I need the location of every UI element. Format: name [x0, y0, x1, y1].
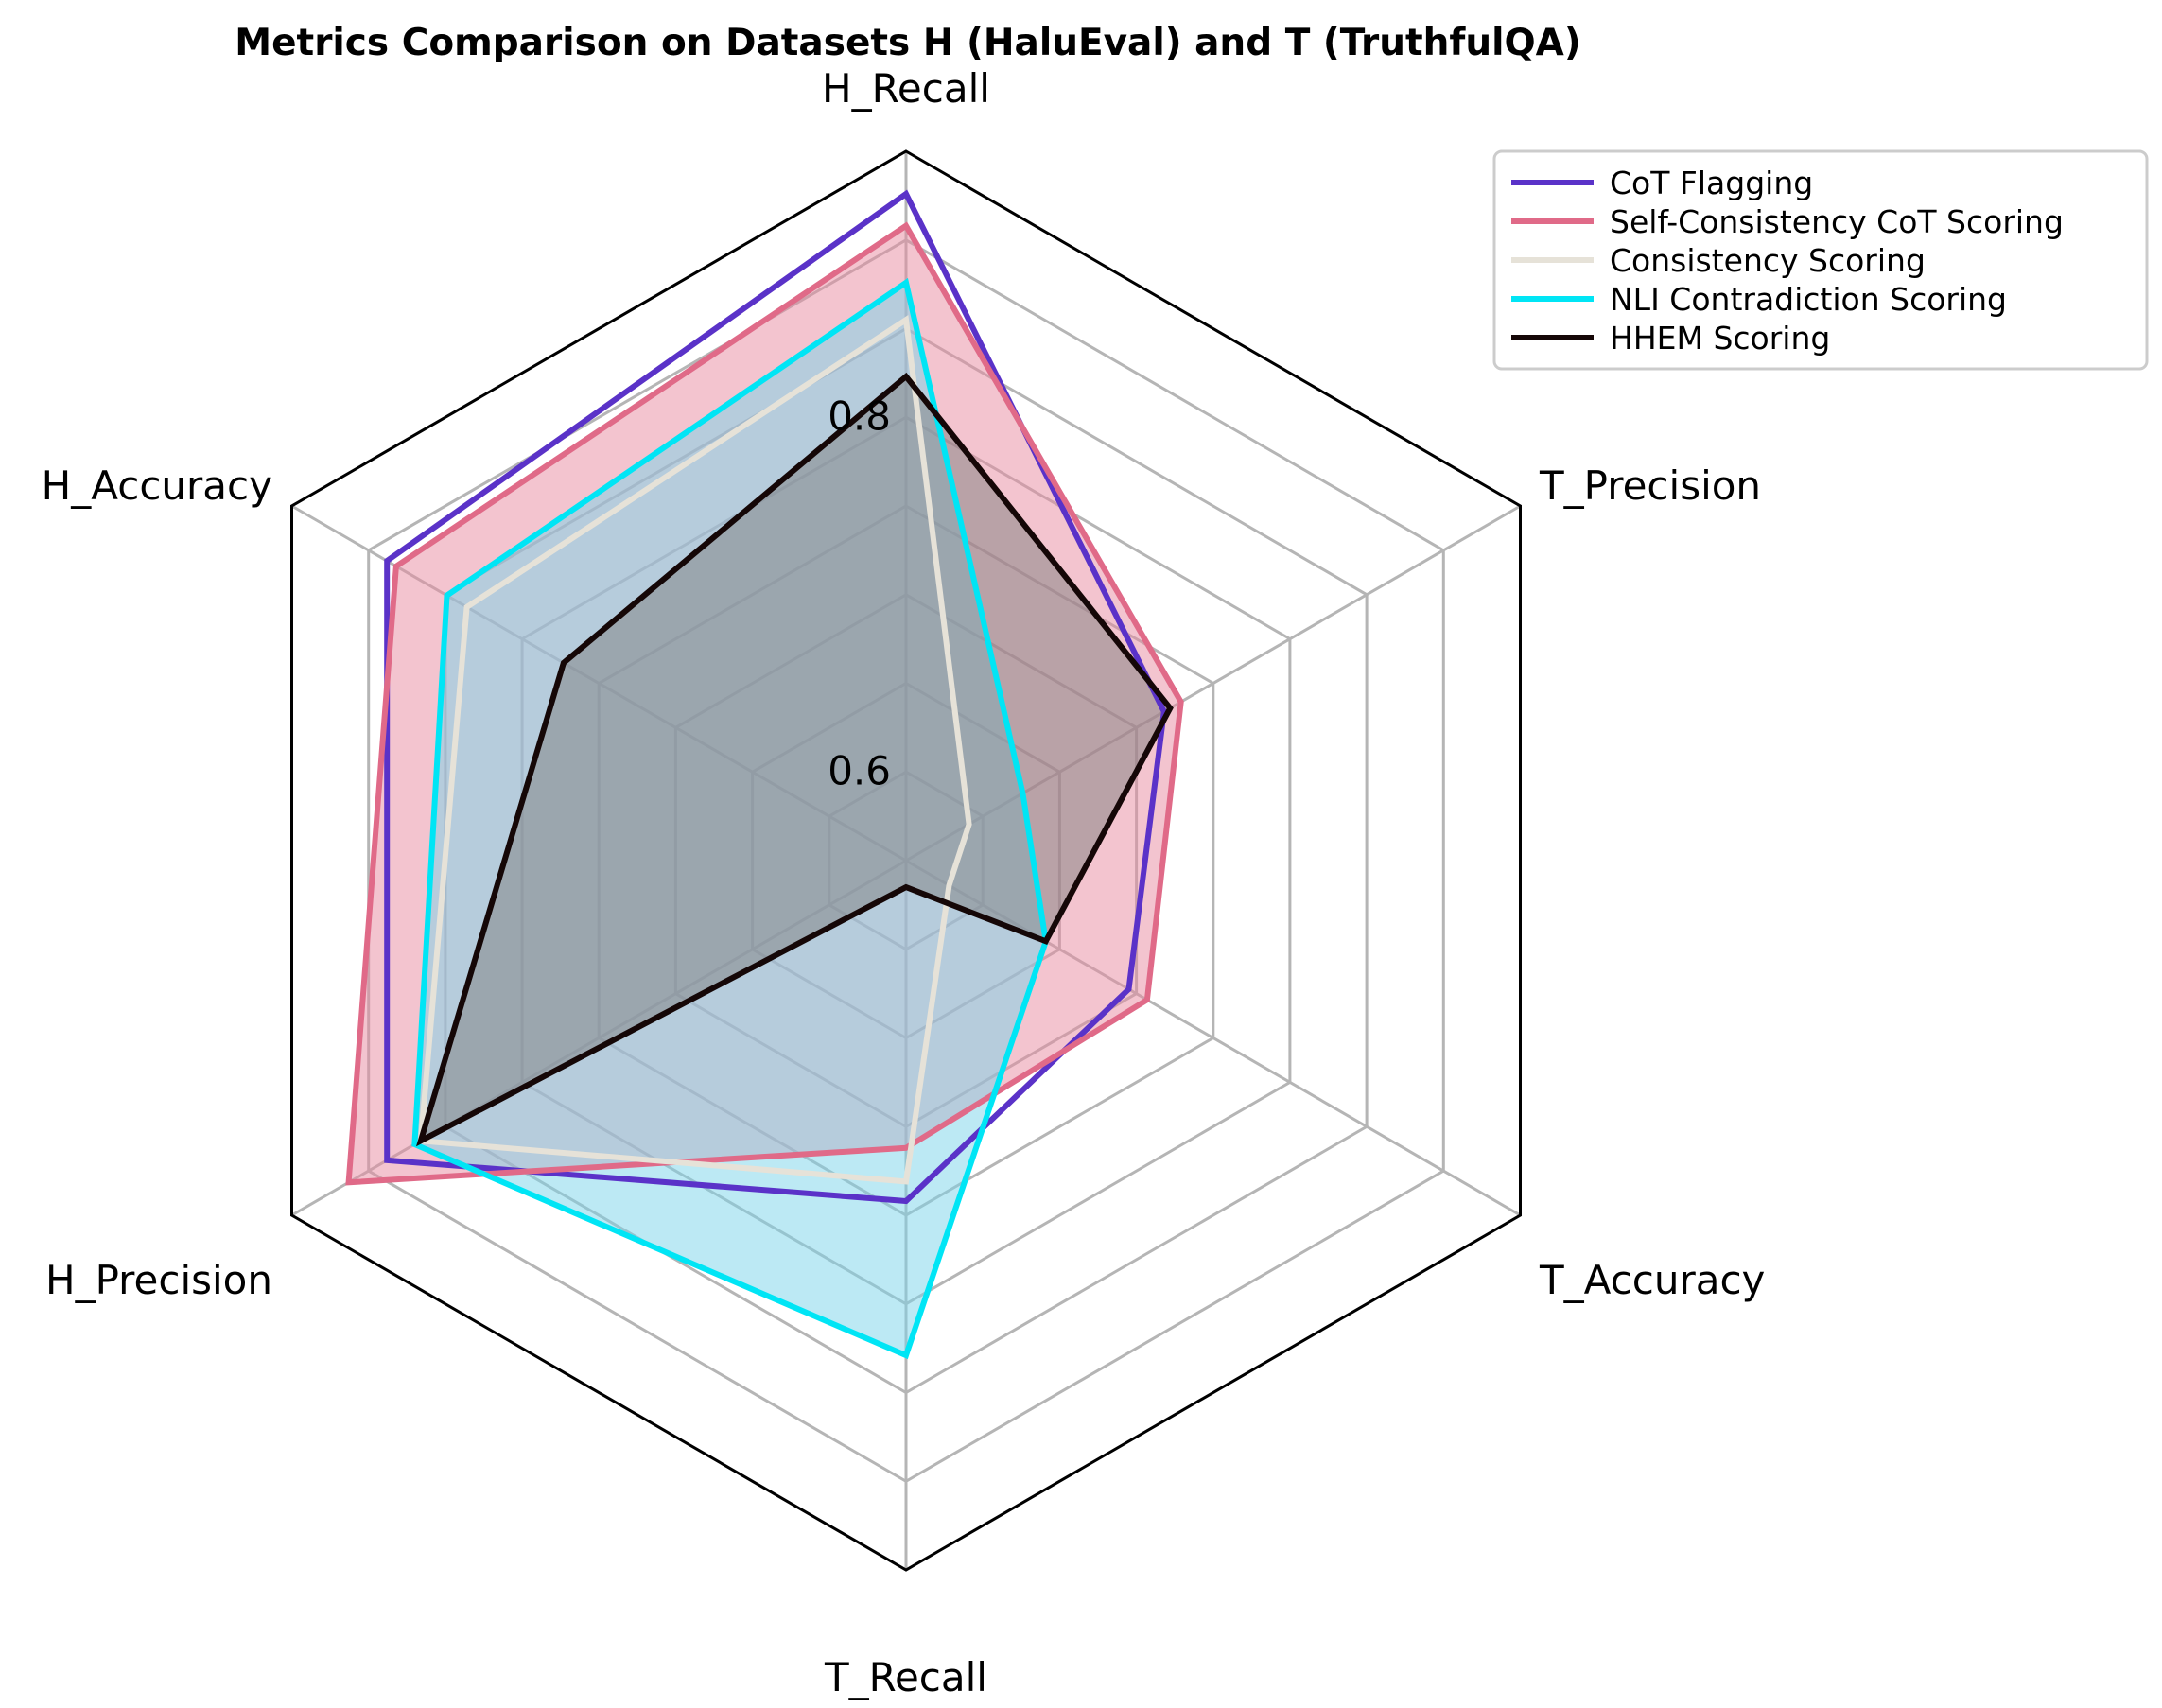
- series-area: [420, 376, 1171, 1142]
- radial-tick-labels: 0.6 0.8: [828, 392, 891, 793]
- radial-tick-label: 0.6: [828, 747, 891, 793]
- axis-label: H_Accuracy: [42, 462, 272, 509]
- series-line: [384, 189, 1167, 1205]
- legend-label: NLI Contradiction Scoring: [1610, 281, 2007, 318]
- radial-tick-label: 0.8: [828, 392, 891, 439]
- series-line: [411, 277, 1049, 1360]
- chart-title: Metrics Comparison on Datasets H (HaluEv…: [235, 22, 1580, 64]
- legend-label: Consistency Scoring: [1610, 242, 1926, 279]
- axis-labels: H_Recall T_Precision T_Accuracy T_Recall H_P…: [42, 65, 1766, 1700]
- axis-label: H_Precision: [45, 1257, 272, 1303]
- series-lines: [345, 189, 1184, 1360]
- axis-label: T_Recall: [824, 1654, 987, 1700]
- series-line: [417, 314, 972, 1185]
- legend-label: CoT Flagging: [1610, 165, 1813, 201]
- radar-frame: [290, 149, 1522, 1572]
- series-line: [345, 221, 1184, 1186]
- axis-label: T_Precision: [1539, 462, 1761, 509]
- axis-label: H_Recall: [822, 65, 990, 112]
- series-line: [415, 372, 1174, 1147]
- outer-frame: [290, 149, 1522, 1572]
- legend-label: HHEM Scoring: [1610, 320, 1830, 357]
- legend-label: Self-Consistency CoT Scoring: [1610, 203, 2064, 240]
- series-fills: [348, 225, 1181, 1356]
- legend-frame: [1492, 149, 2149, 371]
- axis-label: T_Accuracy: [1539, 1257, 1765, 1303]
